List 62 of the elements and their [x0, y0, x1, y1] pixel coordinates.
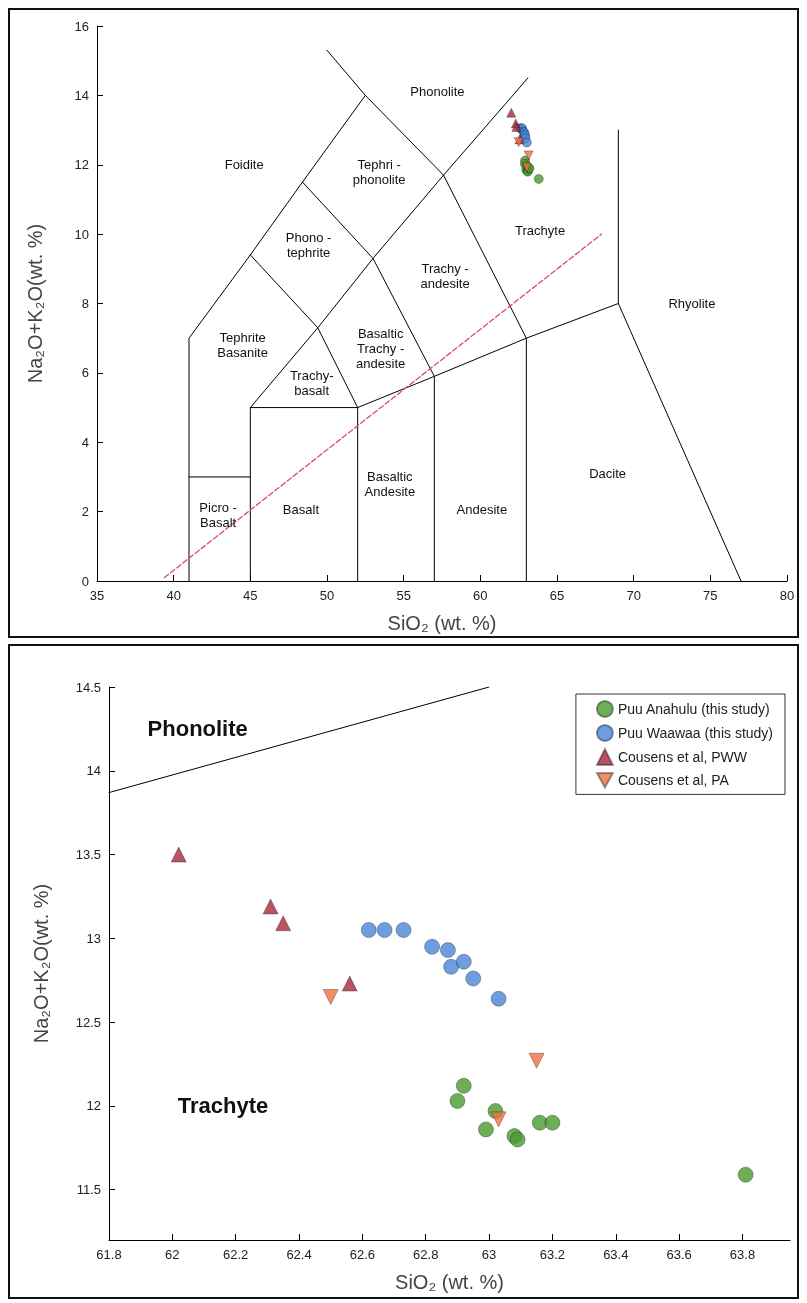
annotation: Phonolite [410, 84, 465, 100]
annotation: Picro - Basalt [199, 500, 237, 531]
y-tick-label: 8 [81, 296, 89, 311]
y-tick-label: 6 [81, 365, 89, 381]
annotation: Phono - tephrite [285, 229, 332, 260]
legend-label: Puu Anahulu (this study) [617, 701, 770, 717]
x-tick-label: 80 [779, 588, 795, 603]
y-tick-label: 12.5 [75, 1014, 101, 1030]
y-tick-label: 13.5 [75, 847, 101, 863]
x-tick-label: 62.2 [223, 1247, 249, 1262]
x-tick-label: 62.4 [286, 1247, 312, 1262]
annotation: Tephrite Basanite [217, 330, 268, 361]
annotation: Rhyolite [668, 296, 716, 311]
x-tick-label: 75 [703, 588, 718, 603]
y-tick-label: 14.5 [75, 679, 101, 695]
x-tick-label: 65 [549, 588, 565, 603]
annotation: Phonolite [147, 716, 248, 742]
x-tick-label: 63.6 [666, 1247, 692, 1262]
y-tick-label: 16 [74, 18, 89, 34]
annotation: Trachyte [177, 1093, 269, 1119]
legend-label: Cousens et al, PA [617, 772, 730, 789]
x-tick-label: 63.2 [539, 1247, 566, 1262]
y-tick-label: 11.5 [76, 1182, 101, 1198]
x-axis-title: SiO₂ (wt. %) [387, 612, 497, 634]
x-tick-label: 63.4 [603, 1247, 629, 1262]
annotation: Trachyte [515, 223, 566, 239]
annotation: Tephri - phonolite [352, 156, 406, 187]
y-tick-label: 12 [86, 1098, 101, 1114]
annotation: Basaltic Trachy - andesite [356, 326, 406, 372]
x-tick-label: 60 [473, 588, 488, 603]
annotation: Foidite [224, 157, 264, 173]
y-tick-label: 2 [81, 504, 89, 520]
x-tick-label: 63.8 [729, 1247, 756, 1262]
y-tick-label: 12 [74, 157, 89, 173]
legend-label: Cousens et al, PWW [617, 749, 748, 765]
x-tick-label: 45 [243, 588, 258, 603]
x-tick-label: 50 [319, 588, 335, 603]
x-tick-label: 40 [166, 588, 181, 603]
x-tick-label: 62.6 [349, 1247, 376, 1262]
y-axis-title: Na₂O+K₂O(wt. %) [30, 883, 52, 1044]
y-tick-label: 4 [81, 434, 89, 450]
annotation: Trachy - andesite [420, 260, 470, 291]
legend-label: Puu Waawaa (this study) [617, 725, 774, 741]
y-tick-label: 14 [86, 763, 101, 779]
y-tick-label: 13 [86, 930, 101, 946]
x-tick-label: 63 [481, 1247, 497, 1262]
y-tick-label: 10 [74, 226, 89, 242]
annotation: Dacite [589, 465, 627, 481]
x-tick-label: 62.8 [413, 1247, 439, 1262]
annotation: Andesite [456, 502, 508, 518]
y-axis-title: Na₂O+K₂O(wt. %) [24, 223, 46, 384]
x-axis-title: SiO₂ (wt. %) [395, 1271, 504, 1293]
x-tick-label: 55 [396, 588, 411, 603]
x-tick-label: 62 [165, 1247, 180, 1262]
x-tick-label: 70 [626, 588, 641, 603]
y-tick-label: 0 [81, 573, 89, 589]
annotation: Basalt [282, 502, 320, 518]
x-tick-label: 61.8 [96, 1247, 122, 1262]
annotation: Trachy- basalt [289, 368, 334, 399]
x-tick-label: 35 [89, 588, 105, 603]
y-tick-label: 14 [74, 87, 89, 103]
annotation: Basaltic Andesite [364, 468, 416, 499]
